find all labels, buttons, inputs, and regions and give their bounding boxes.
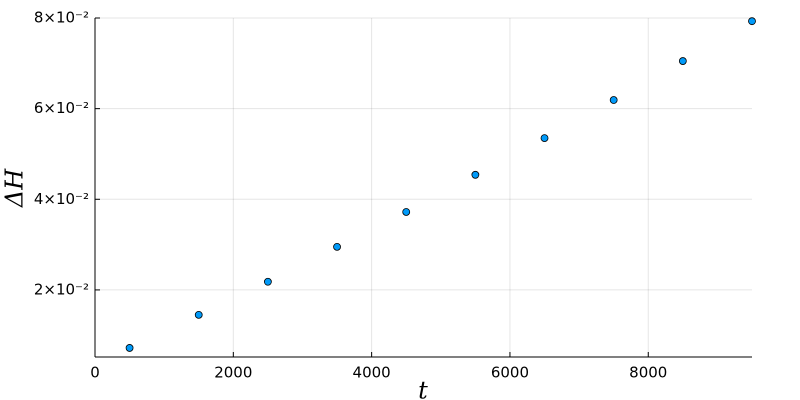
y-tick-label: 6×10⁻² <box>34 99 89 117</box>
y-tick-label: 2×10⁻² <box>34 280 89 298</box>
point <box>402 208 411 216</box>
point <box>263 277 272 286</box>
x-tick-label: 4000 <box>353 364 391 382</box>
x-tick-label: 8000 <box>629 364 667 382</box>
point <box>678 57 687 65</box>
point <box>125 344 134 352</box>
x-tick-label: 0 <box>90 364 100 382</box>
x-axis-label: t <box>418 377 428 400</box>
point <box>194 310 203 319</box>
y-axis-label: ΔH <box>1 168 29 208</box>
point <box>471 170 480 179</box>
point <box>748 17 756 26</box>
point <box>333 242 341 251</box>
point <box>609 96 618 104</box>
y-tick-label: 8×10⁻² <box>34 9 89 27</box>
x-tick-label: 6000 <box>491 364 529 382</box>
x-tick-label: 2000 <box>214 364 252 382</box>
point <box>540 134 549 143</box>
y-tick-label: 4×10⁻² <box>34 190 89 208</box>
